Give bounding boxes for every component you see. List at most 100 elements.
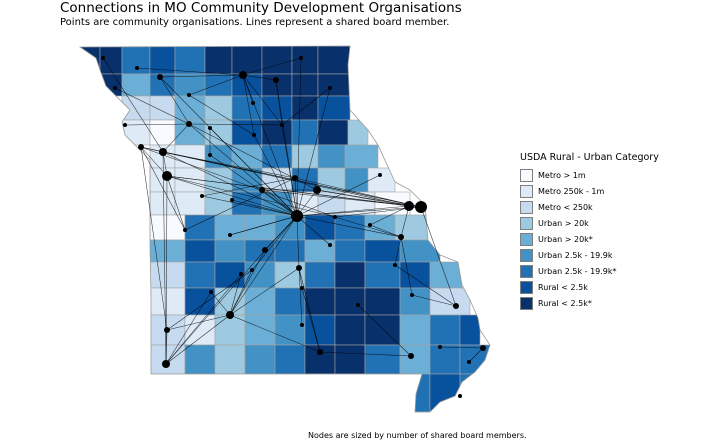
- legend-label: Urban 2.5k - 19.9k: [538, 250, 613, 260]
- county-polygon: [274, 344, 306, 375]
- legend-swatch: [520, 200, 533, 214]
- connection-line: [166, 175, 336, 218]
- connection-line: [166, 269, 253, 331]
- organisation-node: [230, 198, 234, 202]
- county-polygon: [231, 95, 263, 121]
- county-polygon: [399, 287, 431, 316]
- county-polygon: [364, 239, 401, 263]
- organisation-node: [408, 353, 414, 359]
- connection-line: [159, 76, 190, 125]
- connection-line: [439, 346, 484, 349]
- county-polygon: [184, 214, 216, 241]
- organisation-node: [123, 123, 127, 127]
- connection-line: [165, 329, 168, 365]
- connection-line: [229, 273, 242, 316]
- county-polygon: [204, 73, 233, 97]
- organisation-node: [415, 201, 427, 213]
- connection-line: [251, 215, 298, 271]
- connection-line: [166, 175, 298, 217]
- connection-line: [242, 74, 254, 104]
- county-polygon: [244, 261, 276, 289]
- county-polygon: [231, 46, 263, 75]
- county-polygon: [204, 95, 233, 121]
- county-polygon: [429, 344, 461, 375]
- organisation-node: [226, 311, 234, 319]
- organisation-node: [239, 272, 243, 276]
- county-polygon: [344, 167, 369, 193]
- connection-line: [296, 57, 302, 217]
- board-member-connection-lines: [102, 57, 484, 365]
- connection-line: [184, 177, 296, 231]
- connection-line: [334, 216, 402, 238]
- organisation-node: [262, 247, 268, 253]
- county-polygon: [244, 239, 276, 263]
- organisation-node: [292, 175, 298, 181]
- missouri-state-outline: [78, 45, 491, 413]
- organisation-node: [356, 303, 360, 307]
- connection-line: [188, 123, 283, 126]
- connection-line: [166, 175, 186, 231]
- organisation-node: [228, 233, 232, 237]
- organisation-node: [273, 77, 279, 83]
- county-polygon: [174, 95, 206, 121]
- connection-line: [242, 57, 302, 76]
- legend: USDA Rural - Urban Category Metro > 1m M…: [520, 152, 659, 311]
- connection-line: [188, 123, 298, 217]
- legend-swatch: [520, 264, 533, 278]
- county-polygon: [399, 344, 431, 375]
- connection-line: [210, 291, 231, 316]
- connection-line: [229, 314, 321, 353]
- connection-line: [357, 304, 412, 357]
- county-polygon: [261, 119, 293, 146]
- county-polygon: [291, 119, 319, 146]
- organisation-node: [157, 74, 163, 80]
- organisation-node: [328, 86, 332, 90]
- county-polygon: [334, 239, 366, 263]
- connection-line: [229, 249, 266, 316]
- legend-label: Rural < 2.5k: [538, 282, 588, 292]
- connection-line: [411, 294, 457, 307]
- legend-item-urban-2-5k-19-9k: Urban 2.5k - 19.9k: [520, 247, 659, 263]
- county-polygon: [344, 144, 379, 169]
- connection-line: [242, 74, 298, 217]
- organisation-node: [291, 210, 303, 222]
- chart-subtitle: Points are community organisations. Line…: [60, 17, 450, 28]
- connection-line: [296, 215, 300, 269]
- county-polygon: [184, 344, 216, 375]
- organisation-node: [300, 323, 304, 327]
- organisation-node: [162, 360, 170, 368]
- connection-line: [420, 206, 457, 307]
- connection-line: [296, 174, 381, 217]
- organisation-node: [467, 360, 471, 364]
- organisation-node: [368, 223, 372, 227]
- county-polygon: [184, 261, 216, 289]
- organisation-node: [378, 173, 382, 177]
- connection-line: [242, 74, 283, 126]
- connection-line: [201, 195, 298, 217]
- county-polygon: [261, 46, 293, 75]
- legend-item-metro-250k-1m: Metro 250k - 1m: [520, 183, 659, 199]
- county-polygon: [347, 119, 369, 146]
- legend-item-urban-2-5k-19-9k-star: Urban 2.5k - 19.9k*: [520, 263, 659, 279]
- legend-title: USDA Rural - Urban Category: [520, 152, 659, 163]
- connection-line: [162, 123, 190, 153]
- legend-swatch: [520, 216, 533, 230]
- legend-swatch: [520, 232, 533, 246]
- connection-line: [229, 267, 300, 316]
- connection-line: [468, 347, 484, 363]
- organisation-node: [208, 126, 212, 130]
- legend-label: Metro > 1m: [538, 170, 586, 180]
- county-polygon: [317, 73, 351, 97]
- connection-line: [188, 94, 255, 136]
- connection-line: [140, 146, 336, 218]
- county-polygon: [244, 214, 276, 241]
- legend-item-urban-gt-20k: Urban > 20k: [520, 215, 659, 231]
- legend-item-rural-lt-2-5k: Rural < 2.5k: [520, 279, 659, 295]
- organisation-node: [251, 101, 255, 105]
- organisation-node: [438, 345, 442, 349]
- legend-item-urban-gt-20k-star: Urban > 20k*: [520, 231, 659, 247]
- county-polygon: [174, 46, 206, 75]
- organisation-node: [300, 286, 304, 290]
- connection-line: [165, 314, 231, 365]
